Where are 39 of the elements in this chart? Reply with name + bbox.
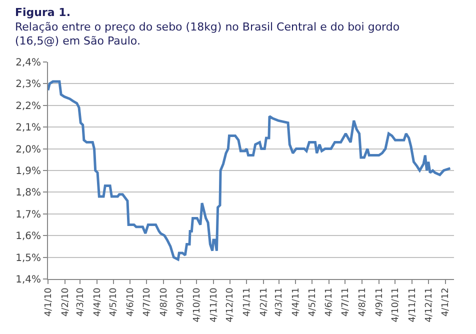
y-tick-label: 1,7% <box>16 209 41 220</box>
x-tick-label: 4/8/11 <box>358 288 368 317</box>
y-tick-label: 1,6% <box>16 231 41 242</box>
x-tick-label: 4/8/10 <box>159 287 170 317</box>
x-tick-label: 4/2/10 <box>60 287 71 317</box>
y-tick-label: 1,4% <box>16 274 41 286</box>
x-tick-label: 4/9/10 <box>176 287 186 317</box>
x-tick-label: 4/1/12 <box>441 288 452 317</box>
x-tick-label: 4/3/10 <box>76 287 86 317</box>
x-tick-label: 4/1/11 <box>242 288 253 317</box>
x-tick-label: 4/6/10 <box>126 287 136 317</box>
x-tick-label: 4/10/10 <box>192 287 203 322</box>
x-tick-label: 4/2/11 <box>259 288 270 317</box>
x-tick-label: 4/11/11 <box>408 288 418 322</box>
x-tick-label: 4/5/11 <box>308 288 318 317</box>
y-tick-label: 2,3% <box>16 79 41 90</box>
x-tick-label: 4/12/11 <box>424 288 434 322</box>
x-tick-label: 4/4/11 <box>292 288 302 317</box>
x-tick-label: 4/7/11 <box>341 288 352 317</box>
x-tick-label: 4/11/10 <box>209 287 220 322</box>
x-tick-label: 4/1/10 <box>44 287 54 317</box>
chart-title: Figura 1. <box>15 6 70 19</box>
x-tick-label: 4/12/10 <box>226 287 236 322</box>
x-tick-label: 4/9/11 <box>374 288 385 317</box>
y-tick-label: 1,9% <box>16 166 41 177</box>
x-tick-label: 4/5/10 <box>109 287 120 317</box>
y-tick-label: 2,4% <box>16 58 41 68</box>
y-tick-label: 1,5% <box>16 252 41 264</box>
x-tick-label: 4/10/11 <box>391 288 402 322</box>
y-tick-label: 2,1% <box>16 122 41 134</box>
y-tick-label: 2,0% <box>16 144 41 156</box>
x-tick-label: 4/7/10 <box>142 287 152 317</box>
x-tick-label: 4/3/11 <box>274 288 285 317</box>
x-tick-label: 4/6/11 <box>324 288 335 317</box>
y-tick-label: 1,8% <box>16 188 41 199</box>
y-tick-label: 2,2% <box>16 100 41 112</box>
line-series <box>48 80 452 261</box>
x-tick-label: 4/4/10 <box>92 287 103 317</box>
chart-subtitle: Relação entre o preço do sebo (18kg) no Brasil Central e do boi gordo (16,5@) em São Paulo. <box>15 20 400 48</box>
